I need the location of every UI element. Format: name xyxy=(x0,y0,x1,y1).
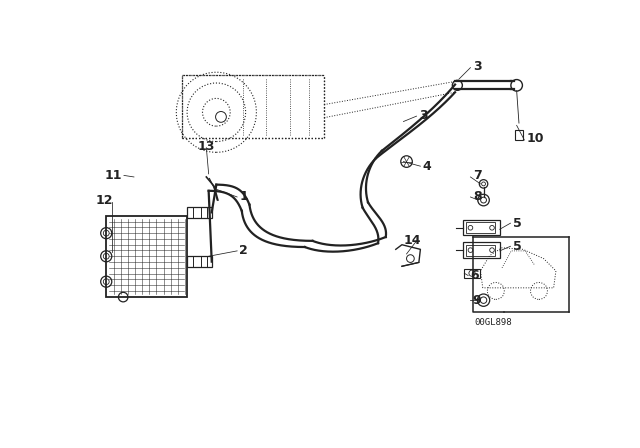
Text: 6: 6 xyxy=(470,269,479,282)
Bar xyxy=(463,242,500,258)
Bar xyxy=(187,207,212,218)
Bar xyxy=(187,256,212,267)
Bar xyxy=(182,75,324,138)
Text: 5: 5 xyxy=(513,217,522,230)
Text: 9: 9 xyxy=(473,293,481,307)
Text: 1: 1 xyxy=(239,190,248,203)
Bar xyxy=(466,222,495,233)
Text: 00GL898: 00GL898 xyxy=(474,318,512,327)
Text: 11: 11 xyxy=(105,169,122,182)
Text: 13: 13 xyxy=(197,140,214,153)
Bar xyxy=(464,269,480,278)
Text: 5: 5 xyxy=(513,240,522,253)
Text: 10: 10 xyxy=(527,132,544,145)
Text: 12: 12 xyxy=(95,194,113,207)
Text: 3: 3 xyxy=(473,60,481,73)
Bar xyxy=(463,220,500,236)
Text: 14: 14 xyxy=(403,234,421,247)
Bar xyxy=(106,216,187,297)
Text: 7: 7 xyxy=(473,169,481,182)
Bar xyxy=(515,130,523,140)
Text: 4: 4 xyxy=(422,159,431,172)
Text: 2: 2 xyxy=(239,244,248,258)
Text: 3: 3 xyxy=(419,109,428,122)
Bar xyxy=(466,245,495,255)
Text: 8: 8 xyxy=(473,190,481,203)
